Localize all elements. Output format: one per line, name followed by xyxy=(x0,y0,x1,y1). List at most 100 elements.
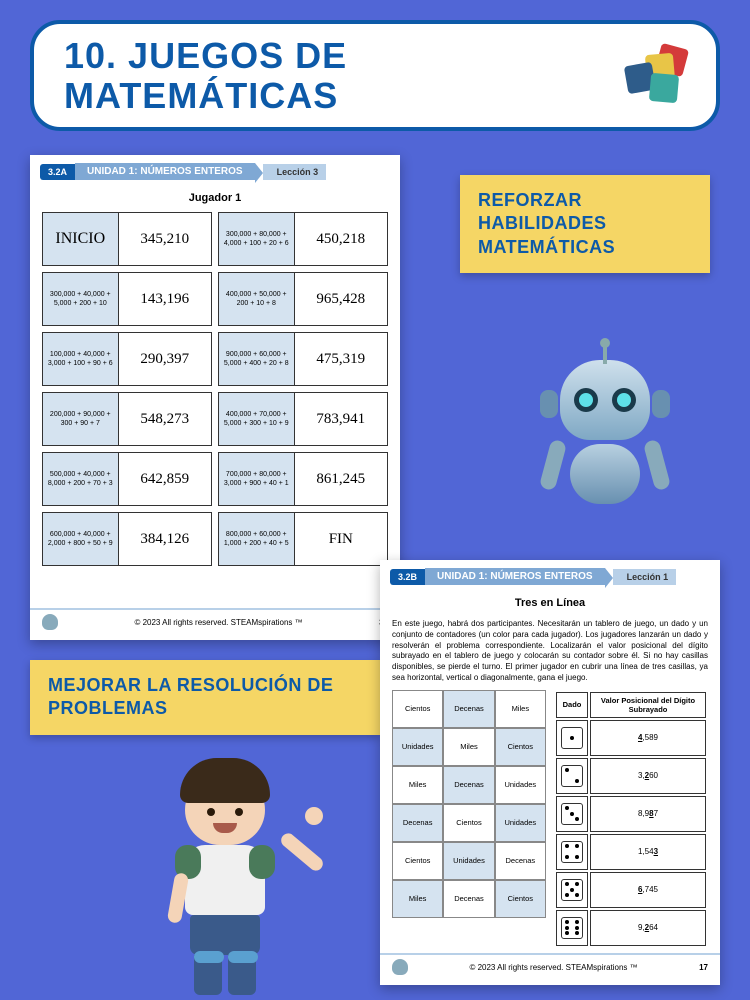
domino-right: 143,196 xyxy=(119,273,211,325)
position-cell: Miles xyxy=(495,690,546,728)
domino: 900,000 + 60,000 + 5,000 + 400 + 20 + 84… xyxy=(218,332,388,386)
dice-cell xyxy=(556,720,588,756)
ws2-page-number: 17 xyxy=(699,963,708,972)
domino: 600,000 + 40,000 + 2,000 + 800 + 50 + 93… xyxy=(42,512,212,566)
domino: 400,000 + 70,000 + 5,000 + 300 + 10 + 97… xyxy=(218,392,388,446)
position-cell: Cientos xyxy=(443,804,494,842)
position-cell: Cientos xyxy=(495,728,546,766)
dice-cell xyxy=(556,834,588,870)
domino: 200,000 + 90,000 + 300 + 90 + 7548,273 xyxy=(42,392,212,446)
value-cell: 9,264 xyxy=(590,910,706,946)
value-cell: 8,987 xyxy=(590,796,706,832)
callout-reinforce: REFORZAR HABILIDADES MATEMÁTICAS xyxy=(460,175,710,273)
position-cell: Decenas xyxy=(495,842,546,880)
worksheet-2: 3.2B UNIDAD 1: NÚMEROS ENTEROS Lección 1… xyxy=(380,560,720,985)
ws1-code: 3.2A xyxy=(40,164,75,180)
ws2-code: 3.2B xyxy=(390,569,425,585)
callout-problem-solving: MEJORAR LA RESOLUCIÓN DE PROBLEMAS xyxy=(30,660,380,735)
dice-row: 3,260 xyxy=(556,758,706,794)
ws2-unit: UNIDAD 1: NÚMEROS ENTEROS xyxy=(425,568,605,585)
ws2-header: 3.2B UNIDAD 1: NÚMEROS ENTEROS Lección 1 xyxy=(380,560,720,593)
dice-cell xyxy=(556,910,588,946)
dice-icon xyxy=(561,727,583,749)
position-grid: CientosDecenasMilesUnidadesMilesCientosM… xyxy=(392,690,546,948)
value-cell: 6,745 xyxy=(590,872,706,908)
domino-right: FIN xyxy=(295,513,387,565)
dice-row: 6,745 xyxy=(556,872,706,908)
position-cell: Unidades xyxy=(443,842,494,880)
domino-right: 965,428 xyxy=(295,273,387,325)
position-cell: Unidades xyxy=(495,804,546,842)
ws1-lesson: Lección 3 xyxy=(263,164,327,180)
boy-illustration xyxy=(140,770,310,980)
dice-header-2: Valor Posicional del Dígito Subrayado xyxy=(590,692,706,718)
domino-right: 345,210 xyxy=(119,213,211,265)
dice-icon xyxy=(561,917,583,939)
tiny-robot-icon xyxy=(392,959,408,975)
ws2-copyright: © 2023 All rights reserved. STEAMspirati… xyxy=(469,963,637,972)
puzzle-icon xyxy=(618,46,686,106)
dice-cell xyxy=(556,796,588,832)
dice-row: 8,987 xyxy=(556,796,706,832)
domino-right: 475,319 xyxy=(295,333,387,385)
ws1-subtitle: Jugador 1 xyxy=(30,188,400,208)
dice-icon xyxy=(561,841,583,863)
ws2-description: En este juego, habrá dos participantes. … xyxy=(380,613,720,690)
domino-right: 450,218 xyxy=(295,213,387,265)
robot-illustration xyxy=(530,340,680,540)
domino-left: 100,000 + 40,000 + 3,000 + 100 + 90 + 6 xyxy=(43,333,119,385)
domino-right: 642,859 xyxy=(119,453,211,505)
position-cell: Unidades xyxy=(392,728,443,766)
domino: 700,000 + 80,000 + 3,000 + 900 + 40 + 18… xyxy=(218,452,388,506)
dice-icon xyxy=(561,879,583,901)
position-cell: Decenas xyxy=(443,766,494,804)
domino: 300,000 + 40,000 + 5,000 + 200 + 10143,1… xyxy=(42,272,212,326)
domino-left: 400,000 + 70,000 + 5,000 + 300 + 10 + 9 xyxy=(219,393,295,445)
dice-row: 1,543 xyxy=(556,834,706,870)
domino: 500,000 + 40,000 + 8,000 + 200 + 70 + 36… xyxy=(42,452,212,506)
domino: 800,000 + 60,000 + 1,000 + 200 + 40 + 5F… xyxy=(218,512,388,566)
domino-right: 290,397 xyxy=(119,333,211,385)
domino-left: 700,000 + 80,000 + 3,000 + 900 + 40 + 1 xyxy=(219,453,295,505)
dice-icon xyxy=(561,765,583,787)
ws1-header: 3.2A UNIDAD 1: NÚMEROS ENTEROS Lección 3 xyxy=(30,155,400,188)
position-cell: Decenas xyxy=(443,690,494,728)
domino: 300,000 + 80,000 + 4,000 + 100 + 20 + 64… xyxy=(218,212,388,266)
domino-left: INICIO xyxy=(43,213,119,265)
domino-left: 400,000 + 50,000 + 200 + 10 + 8 xyxy=(219,273,295,325)
domino-left: 500,000 + 40,000 + 8,000 + 200 + 70 + 3 xyxy=(43,453,119,505)
domino-left: 300,000 + 80,000 + 4,000 + 100 + 20 + 6 xyxy=(219,213,295,265)
domino: 400,000 + 50,000 + 200 + 10 + 8965,428 xyxy=(218,272,388,326)
dice-cell xyxy=(556,758,588,794)
domino-left: 600,000 + 40,000 + 2,000 + 800 + 50 + 9 xyxy=(43,513,119,565)
domino-right: 548,273 xyxy=(119,393,211,445)
domino: 100,000 + 40,000 + 3,000 + 100 + 90 + 62… xyxy=(42,332,212,386)
dice-icon xyxy=(561,803,583,825)
dice-header-1: Dado xyxy=(556,692,588,718)
domino-right: 384,126 xyxy=(119,513,211,565)
domino-left: 900,000 + 60,000 + 5,000 + 400 + 20 + 8 xyxy=(219,333,295,385)
position-cell: Decenas xyxy=(392,804,443,842)
position-cell: Miles xyxy=(392,880,443,918)
domino-right: 783,941 xyxy=(295,393,387,445)
position-cell: Cientos xyxy=(392,842,443,880)
worksheet-1: 3.2A UNIDAD 1: NÚMEROS ENTEROS Lección 3… xyxy=(30,155,400,640)
dice-row: 4,589 xyxy=(556,720,706,756)
domino-left: 800,000 + 60,000 + 1,000 + 200 + 40 + 5 xyxy=(219,513,295,565)
dice-row: 9,264 xyxy=(556,910,706,946)
domino: INICIO345,210 xyxy=(42,212,212,266)
dice-cell xyxy=(556,872,588,908)
value-cell: 3,260 xyxy=(590,758,706,794)
value-cell: 4,589 xyxy=(590,720,706,756)
ws1-copyright: © 2023 All rights reserved. STEAMspirati… xyxy=(134,618,302,627)
domino-left: 300,000 + 40,000 + 5,000 + 200 + 10 xyxy=(43,273,119,325)
value-cell: 1,543 xyxy=(590,834,706,870)
domino-left: 200,000 + 90,000 + 300 + 90 + 7 xyxy=(43,393,119,445)
title-banner: 10. JUEGOS DE MATEMÁTICAS xyxy=(30,20,720,131)
position-cell: Unidades xyxy=(495,766,546,804)
position-cell: Decenas xyxy=(443,880,494,918)
ws2-footer: © 2023 All rights reserved. STEAMspirati… xyxy=(380,953,720,979)
domino-right: 861,245 xyxy=(295,453,387,505)
ws1-footer: © 2023 All rights reserved. STEAMspirati… xyxy=(30,608,400,634)
page-title: 10. JUEGOS DE MATEMÁTICAS xyxy=(64,36,618,115)
